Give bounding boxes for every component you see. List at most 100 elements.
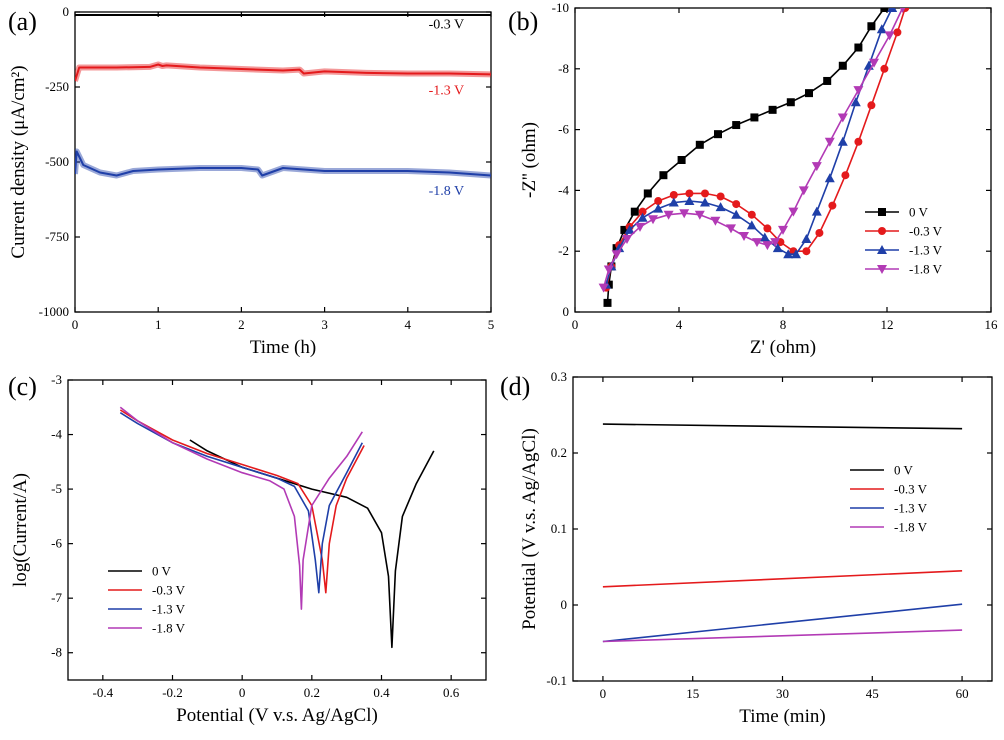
legend: 0 V -0.3 V -1.3 V -1.8 V xyxy=(865,205,943,277)
data-point xyxy=(624,224,635,234)
data-point xyxy=(869,58,879,68)
data-point xyxy=(669,190,678,199)
panel-c: -0.4 -0.2 0 0.2 0.4 0.6 -3 -4 -5 -6 -7 -8 Potential … xyxy=(8,372,487,726)
y-tick-label: -250 xyxy=(45,79,69,94)
data-point xyxy=(893,28,902,37)
legend-entry: 0 V xyxy=(152,564,172,579)
series-line-2 xyxy=(602,570,963,588)
panel-label: (a) xyxy=(8,7,37,36)
data-point xyxy=(880,64,889,73)
data-point xyxy=(841,171,850,180)
data-point xyxy=(786,98,795,107)
legend-entry: 0 V xyxy=(894,463,914,478)
data-point xyxy=(772,243,783,253)
data-point xyxy=(778,225,788,235)
data-point xyxy=(887,8,898,12)
data-point xyxy=(824,173,835,183)
data-point xyxy=(770,238,781,248)
y-tick-label: -500 xyxy=(45,154,69,169)
legend-entry: -0.3 V xyxy=(909,224,943,239)
x-tick-label: 45 xyxy=(866,686,879,701)
y-tick-label: -4 xyxy=(558,182,569,197)
data-point xyxy=(630,207,639,216)
x-tick-label: 1 xyxy=(155,317,162,332)
y-tick-label: 0.2 xyxy=(551,445,567,460)
data-point xyxy=(695,140,704,149)
x-axis-label: Z' (ohm) xyxy=(750,337,816,358)
y-tick-label: -1000 xyxy=(39,304,69,319)
x-tick-label: 3 xyxy=(321,317,328,332)
plot-frame xyxy=(74,11,492,313)
data-point xyxy=(668,197,679,207)
data-point xyxy=(731,209,742,219)
x-axis-label: Potential (V v.s. Ag/AgCl) xyxy=(176,705,378,726)
x-tick-label: 15 xyxy=(686,686,699,701)
data-point xyxy=(677,156,686,164)
series-annotation: -0.3 V xyxy=(429,18,465,33)
data-point xyxy=(614,243,625,253)
data-point xyxy=(750,113,759,122)
panel-d: 0 15 30 45 60 -0.1 0 0.1 0.2 0.3 Time (min) Potenti… xyxy=(500,369,993,727)
legend-entry: -1.8 V xyxy=(894,520,928,535)
legend-entry: 0 V xyxy=(909,205,929,220)
series-line-1 xyxy=(606,8,886,303)
x-tick-label: 5 xyxy=(488,317,495,332)
data-point xyxy=(603,265,614,275)
data-point xyxy=(716,192,725,201)
data-point xyxy=(811,162,822,172)
plot-area xyxy=(75,14,491,179)
y-tick-label: -5 xyxy=(51,481,62,496)
series-line-3 xyxy=(602,603,963,643)
plot-area xyxy=(602,423,963,643)
x-tick-label: -0.2 xyxy=(162,685,183,700)
data-point xyxy=(710,216,721,226)
legend-marker xyxy=(877,245,887,254)
y-axis-label: log(Current/A) xyxy=(10,473,31,587)
data-point xyxy=(763,224,772,233)
data-point xyxy=(762,241,773,251)
data-point xyxy=(726,224,736,234)
data-point xyxy=(685,189,694,198)
data-point xyxy=(620,225,629,234)
y-tick-label: -750 xyxy=(45,229,69,244)
series-annotation: -1.3 V xyxy=(429,84,465,99)
data-point xyxy=(884,31,895,41)
series-line-3 xyxy=(605,8,893,285)
x-tick-label: 0 xyxy=(600,686,607,701)
data-point xyxy=(828,201,837,210)
x-tick-label: 60 xyxy=(956,686,969,701)
series-line-2 xyxy=(75,63,491,82)
data-point xyxy=(732,121,741,130)
panel-label: (b) xyxy=(508,7,538,36)
data-point xyxy=(611,250,622,260)
legend-entry: -1.3 V xyxy=(152,602,186,617)
plot-frame xyxy=(67,379,487,681)
panel-label: (d) xyxy=(500,372,530,401)
y-tick-label: -3 xyxy=(51,372,62,387)
plot-area xyxy=(598,8,910,307)
panel-a: 0 1 2 3 4 5 0 -250 -500 -750 -1000 Time (h) Current … xyxy=(8,4,494,358)
data-point xyxy=(837,113,848,123)
data-point xyxy=(815,228,824,237)
data-point xyxy=(732,200,741,209)
x-tick-label: 2 xyxy=(238,317,245,332)
x-tick-label: 0.4 xyxy=(373,685,390,700)
data-point xyxy=(811,206,822,216)
data-point xyxy=(747,210,756,219)
y-tick-label: -6 xyxy=(51,536,62,551)
legend-marker xyxy=(877,265,887,274)
y-tick-label: 0 xyxy=(63,4,70,19)
data-point xyxy=(867,101,876,110)
data-point xyxy=(663,210,674,220)
series-line-3 xyxy=(75,150,491,177)
y-tick-label: -2 xyxy=(558,243,569,258)
data-point xyxy=(824,137,835,147)
legend-entry: -1.8 V xyxy=(909,262,943,277)
data-point xyxy=(638,207,647,216)
y-tick-label: -0.1 xyxy=(546,673,567,688)
legend: 0 V -0.3 V -1.3 V -1.8 V xyxy=(850,463,928,535)
x-tick-label: 16 xyxy=(985,317,999,332)
x-tick-label: 0 xyxy=(239,685,246,700)
data-point xyxy=(853,86,864,96)
